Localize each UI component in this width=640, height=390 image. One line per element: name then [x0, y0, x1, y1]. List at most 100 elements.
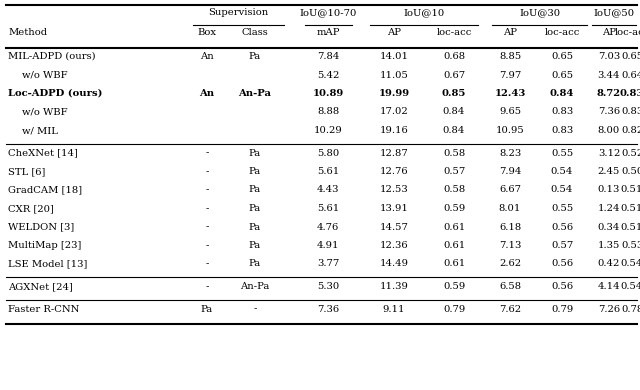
Text: 5.30: 5.30	[317, 282, 339, 291]
Text: 0.59: 0.59	[443, 204, 465, 213]
Text: 0.57: 0.57	[551, 241, 573, 250]
Text: An: An	[200, 89, 214, 98]
Text: loc-acc: loc-acc	[436, 28, 472, 37]
Text: 0.56: 0.56	[551, 282, 573, 291]
Text: Pa: Pa	[201, 305, 213, 314]
Text: IoU@10-70: IoU@10-70	[300, 8, 357, 17]
Text: 9.11: 9.11	[383, 305, 405, 314]
Text: Box: Box	[198, 28, 216, 37]
Text: 10.29: 10.29	[314, 126, 342, 135]
Text: 1.24: 1.24	[598, 204, 620, 213]
Text: Supervision: Supervision	[209, 8, 269, 17]
Text: 0.82: 0.82	[621, 126, 640, 135]
Text: 17.02: 17.02	[380, 108, 408, 117]
Text: 0.52: 0.52	[621, 149, 640, 158]
Text: 0.56: 0.56	[551, 259, 573, 268]
Text: 5.80: 5.80	[317, 149, 339, 158]
Text: 10.95: 10.95	[495, 126, 524, 135]
Text: -: -	[205, 282, 209, 291]
Text: 8.23: 8.23	[499, 149, 521, 158]
Text: CheXNet [14]: CheXNet [14]	[8, 149, 78, 158]
Text: 0.55: 0.55	[551, 149, 573, 158]
Text: 0.13: 0.13	[598, 186, 620, 195]
Text: An-Pa: An-Pa	[239, 89, 271, 98]
Text: 0.34: 0.34	[598, 223, 620, 232]
Text: 12.43: 12.43	[494, 89, 525, 98]
Text: 8.01: 8.01	[499, 204, 521, 213]
Text: 1.35: 1.35	[598, 241, 620, 250]
Text: 12.53: 12.53	[380, 186, 408, 195]
Text: 5.42: 5.42	[317, 71, 339, 80]
Text: 10.89: 10.89	[312, 89, 344, 98]
Text: 4.91: 4.91	[317, 241, 339, 250]
Text: 0.85: 0.85	[442, 89, 466, 98]
Text: IoU@50: IoU@50	[593, 8, 635, 17]
Text: 0.54: 0.54	[621, 259, 640, 268]
Text: 0.54: 0.54	[551, 186, 573, 195]
Text: AP: AP	[503, 28, 517, 37]
Text: GradCAM [18]: GradCAM [18]	[8, 186, 82, 195]
Text: 0.83: 0.83	[621, 108, 640, 117]
Text: 0.57: 0.57	[443, 167, 465, 176]
Text: 9.65: 9.65	[499, 108, 521, 117]
Text: -: -	[205, 186, 209, 195]
Text: 0.51: 0.51	[621, 223, 640, 232]
Text: -: -	[205, 167, 209, 176]
Text: 6.18: 6.18	[499, 223, 521, 232]
Text: 0.84: 0.84	[443, 108, 465, 117]
Text: 0.83: 0.83	[551, 108, 573, 117]
Text: 5.61: 5.61	[317, 167, 339, 176]
Text: 0.51: 0.51	[621, 186, 640, 195]
Text: 8.85: 8.85	[499, 52, 521, 61]
Text: 5.61: 5.61	[317, 204, 339, 213]
Text: IoU@30: IoU@30	[519, 8, 560, 17]
Text: -: -	[205, 223, 209, 232]
Text: STL [6]: STL [6]	[8, 167, 45, 176]
Text: Pa: Pa	[249, 204, 261, 213]
Text: 8.88: 8.88	[317, 108, 339, 117]
Text: 19.16: 19.16	[380, 126, 408, 135]
Text: 4.14: 4.14	[598, 282, 620, 291]
Text: 4.76: 4.76	[317, 223, 339, 232]
Text: 0.54: 0.54	[551, 167, 573, 176]
Text: 7.36: 7.36	[598, 108, 620, 117]
Text: Pa: Pa	[249, 52, 261, 61]
Text: 0.84: 0.84	[443, 126, 465, 135]
Text: An-Pa: An-Pa	[240, 282, 269, 291]
Text: 6.67: 6.67	[499, 186, 521, 195]
Text: 13.91: 13.91	[380, 204, 408, 213]
Text: 12.87: 12.87	[380, 149, 408, 158]
Text: 14.49: 14.49	[380, 259, 408, 268]
Text: 0.55: 0.55	[551, 204, 573, 213]
Text: -: -	[253, 305, 257, 314]
Text: 0.64: 0.64	[621, 71, 640, 80]
Text: 7.36: 7.36	[317, 305, 339, 314]
Text: 6.58: 6.58	[499, 282, 521, 291]
Text: -: -	[205, 241, 209, 250]
Text: 2.45: 2.45	[598, 167, 620, 176]
Text: 14.57: 14.57	[380, 223, 408, 232]
Text: 0.65: 0.65	[621, 52, 640, 61]
Text: 7.03: 7.03	[598, 52, 620, 61]
Text: 0.42: 0.42	[598, 259, 620, 268]
Text: AP: AP	[602, 28, 616, 37]
Text: 0.61: 0.61	[443, 259, 465, 268]
Text: 7.13: 7.13	[499, 241, 521, 250]
Text: w/o WBF: w/o WBF	[22, 71, 68, 80]
Text: 11.05: 11.05	[380, 71, 408, 80]
Text: 0.53: 0.53	[621, 241, 640, 250]
Text: Pa: Pa	[249, 186, 261, 195]
Text: CXR [20]: CXR [20]	[8, 204, 54, 213]
Text: WELDON [3]: WELDON [3]	[8, 223, 74, 232]
Text: Pa: Pa	[249, 223, 261, 232]
Text: AP: AP	[387, 28, 401, 37]
Text: 7.62: 7.62	[499, 305, 521, 314]
Text: Pa: Pa	[249, 241, 261, 250]
Text: 0.78: 0.78	[621, 305, 640, 314]
Text: 12.36: 12.36	[380, 241, 408, 250]
Text: -: -	[205, 204, 209, 213]
Text: Class: Class	[242, 28, 268, 37]
Text: IoU@10: IoU@10	[403, 8, 445, 17]
Text: 0.83: 0.83	[620, 89, 640, 98]
Text: 0.51: 0.51	[621, 204, 640, 213]
